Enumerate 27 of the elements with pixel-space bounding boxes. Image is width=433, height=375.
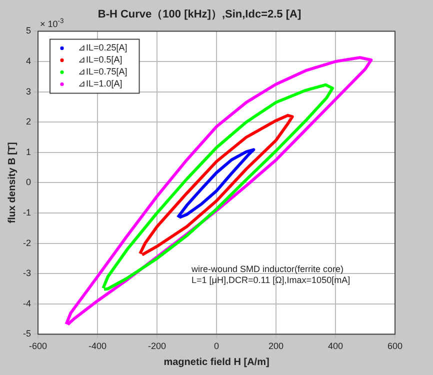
legend-label: ⊿IL=0.75[A] xyxy=(78,66,128,77)
y-tick-label: 5 xyxy=(26,26,31,36)
x-tick-label: -600 xyxy=(28,341,48,352)
y-tick-label: -3 xyxy=(22,268,31,278)
y-tick-label: 1 xyxy=(26,146,31,157)
annotation: wire-wound SMD inductor(ferrite core) xyxy=(190,264,344,274)
y-tick-label: -1 xyxy=(22,207,31,218)
x-tick-label: -400 xyxy=(88,341,107,352)
chart-title: B-H Curve（100 [kHz]）,Sin,Idc=2.5 [A] xyxy=(98,8,302,21)
x-tick-label: 200 xyxy=(268,341,284,352)
legend-label: ⊿IL=1.0[A] xyxy=(78,78,122,89)
x-tick-label: 400 xyxy=(328,341,344,352)
x-tick-label: -200 xyxy=(148,341,166,352)
x-tick-label: 0 xyxy=(214,341,220,352)
x-tick-label: 600 xyxy=(387,341,403,352)
y-tick-label: -5 xyxy=(22,328,31,339)
y-tick-label: -4 xyxy=(22,298,31,308)
legend-label: ⊿IL=0.5[A] xyxy=(78,54,122,65)
y-tick-label: -2 xyxy=(22,238,31,248)
y-axis-title: flux density B [T] xyxy=(6,142,18,224)
y-tick-label: 4 xyxy=(26,56,31,66)
legend-label: ⊿IL=0.25[A] xyxy=(78,42,128,53)
y-tick-label: 2 xyxy=(26,116,31,127)
x-axis-title: magnetic field H [A/m] xyxy=(164,356,270,368)
y-tick-label: 0 xyxy=(26,177,31,188)
y-tick-label: 3 xyxy=(26,86,31,96)
annotation: L=1 [μH],DCR=0.11 [Ω],Imax=1050[mA] xyxy=(192,275,350,286)
